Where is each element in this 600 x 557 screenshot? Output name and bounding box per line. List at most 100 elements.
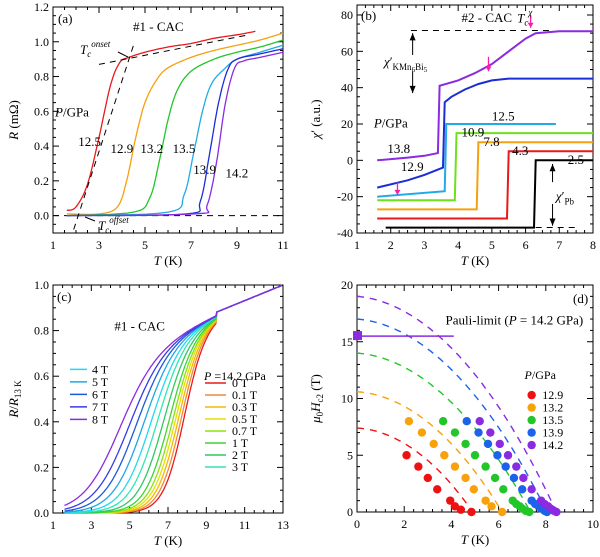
- legend-label-12.9: 12.9: [542, 388, 563, 402]
- series-label-13.9: 13.9: [193, 162, 216, 177]
- x-tick-label: 7: [188, 238, 194, 252]
- data-point-14.2: [519, 473, 528, 483]
- data-point-13.2: [487, 502, 496, 511]
- x-tick-label: 4: [455, 238, 461, 252]
- y-tick-label: 0.4: [34, 415, 49, 429]
- x-tick-label: 10: [587, 517, 599, 531]
- y-tick-label: 0.8: [34, 70, 49, 84]
- series-label-2.5: 2.5: [568, 152, 584, 167]
- legend-marker: [527, 428, 536, 437]
- data-point-12.9: [456, 505, 466, 514]
- series-label-10.9: 10.9: [462, 125, 485, 140]
- series-line-13.2: [66, 39, 284, 217]
- panel-label: (c): [57, 289, 71, 304]
- y-tick-label: 0.6: [34, 104, 49, 118]
- y-tick-label: 0.2: [34, 460, 49, 474]
- y-axis-title: R/R13 K: [6, 380, 23, 419]
- panel-label: (a): [58, 11, 72, 26]
- chi-kmn6bi5-label: χ′KMn6Bi5: [382, 54, 428, 74]
- series-line-7.8: [377, 141, 593, 211]
- x-tick-label: 5: [127, 518, 133, 532]
- series-line-14.2: [66, 51, 284, 217]
- y-tick-label: 0: [347, 153, 353, 167]
- data-point-13.9: [474, 428, 483, 437]
- tc-onset-label: Tconset: [80, 39, 111, 59]
- arrow-head: [549, 163, 556, 172]
- data-point-13.5: [450, 428, 460, 437]
- x-axis-title: T (K): [461, 253, 490, 268]
- x-tick-label: 7: [556, 238, 562, 252]
- data-point-13.2: [440, 451, 449, 460]
- data-point-13.9: [462, 417, 471, 426]
- y-axis-title: χ′ (a.u.): [308, 99, 323, 140]
- y-tick-label: 1.0: [34, 35, 49, 49]
- ghl-fit-13.9: [356, 318, 548, 513]
- series-line-12.9: [66, 32, 284, 216]
- panel-d: 0 2 4 6 8 10 0 5 10 15 20 Pauli-limit (P = 14.2 GPa…: [308, 278, 599, 547]
- series-label-13.2: 13.2: [140, 141, 163, 156]
- series-line-13.8: [377, 30, 593, 162]
- tc-offset-label: Tcoffset: [98, 215, 129, 235]
- y-tick-label: 40: [341, 81, 353, 95]
- data-point-12.9: [423, 473, 432, 483]
- ghl-fit-14.2: [356, 295, 558, 513]
- ghl-fit-12.9: [356, 427, 474, 513]
- legend-label-0 T: 0 T: [232, 376, 249, 390]
- x-tick-label: 6: [523, 238, 529, 252]
- data-point-14.2: [527, 485, 536, 494]
- x-tick-label: 11: [277, 238, 289, 252]
- data-point-13.5: [461, 439, 470, 449]
- x-axis-title: T (K): [154, 253, 183, 268]
- pauli-limit-label: Pauli-limit (P = 14.2 GPa): [446, 313, 584, 328]
- data-point-14.2: [495, 439, 504, 449]
- x-tick-label: 3: [96, 238, 102, 252]
- data-point-13.2: [497, 507, 507, 517]
- ghl-fit-13.5: [356, 352, 532, 513]
- legend-title: P/GPa: [524, 368, 557, 382]
- data-point-12.9: [402, 451, 411, 460]
- legend-label-7 T: 7 T: [92, 400, 109, 414]
- panel-title: #2 - CAC: [462, 10, 513, 25]
- legend-label-0.3 T: 0.3 T: [232, 400, 258, 414]
- x-tick-label: 3: [421, 238, 427, 252]
- data-point-12.9: [446, 496, 455, 505]
- x-tick-label: 8: [543, 517, 549, 531]
- series-line-12.5: [66, 30, 256, 212]
- normal-state-fit-line: [98, 34, 249, 65]
- x-tick-label: 7: [165, 518, 171, 532]
- panel-a: 1 3 5 7 9 11 0.0 0.2 0.4 0.6 0.8 1.0 1.2 (a) #1 - CAC T…: [6, 0, 289, 268]
- data-point-13.5: [490, 473, 500, 483]
- legend-title: P =14.2 GPa: [203, 369, 266, 383]
- legend-label-5 T: 5 T: [92, 375, 109, 389]
- series-line-12.5: [377, 123, 556, 198]
- tc-arrow-head: [527, 22, 534, 28]
- x-tick-label: 4: [448, 517, 454, 531]
- x-axis-title: T (K): [461, 532, 490, 547]
- legend-marker: [527, 390, 536, 400]
- x-tick-label: 0: [354, 517, 360, 531]
- y-tick-label: -40: [337, 226, 353, 240]
- series-line-4.3: [377, 150, 593, 220]
- y-tick-label: 80: [341, 8, 353, 22]
- series-label-4.3: 4.3: [512, 143, 528, 158]
- x-tick-label: 2: [401, 517, 407, 531]
- ghl-fit-13.2: [356, 391, 503, 513]
- series-label-12.9: 12.9: [111, 141, 134, 156]
- panel-title: #1 - CAC: [114, 319, 165, 334]
- tc-arrow-head: [394, 189, 401, 195]
- y-tick-label: 10: [341, 392, 353, 406]
- legend-label-6 T: 6 T: [92, 387, 109, 401]
- data-point-13.2: [429, 439, 438, 449]
- legend-label-0.7 T: 0.7 T: [232, 424, 258, 438]
- legend-label-3 T: 3 T: [232, 460, 249, 474]
- data-point-13.2: [461, 473, 470, 483]
- data-point-14.2: [475, 417, 484, 426]
- y-tick-label: 20: [341, 278, 353, 292]
- x-tick-label: 1: [354, 238, 360, 252]
- x-tick-label: 5: [489, 238, 495, 252]
- panel-label: (d): [573, 291, 588, 306]
- data-point-14.2: [512, 462, 521, 471]
- x-tick-label: 2: [388, 238, 394, 252]
- series-line-13.9: [66, 48, 284, 217]
